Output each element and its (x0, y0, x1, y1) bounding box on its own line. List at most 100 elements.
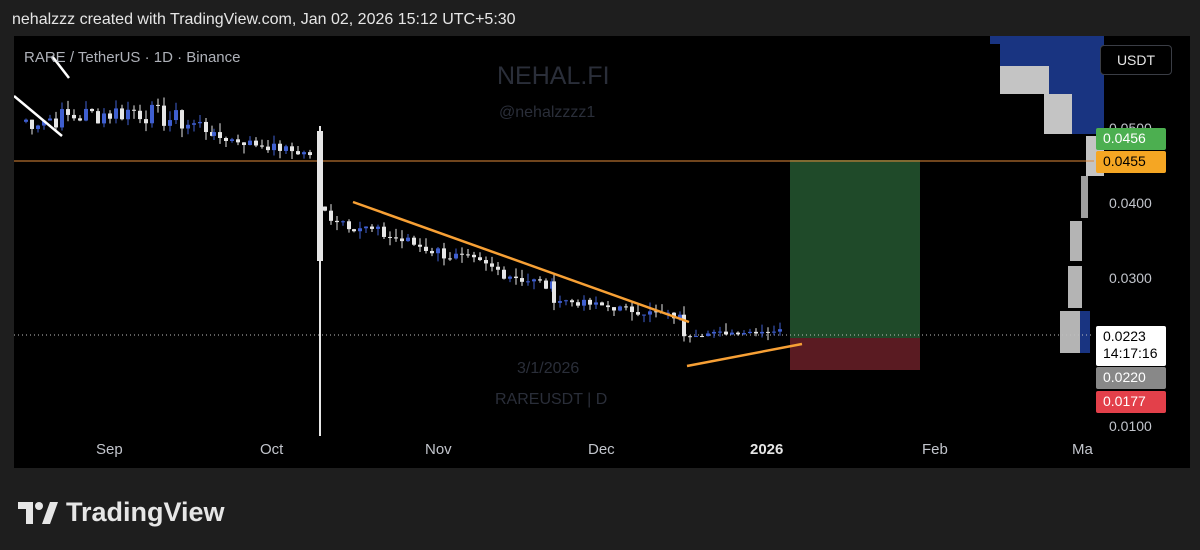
candle-body (180, 110, 184, 129)
candle-body (84, 108, 88, 121)
chart-canvas[interactable] (14, 36, 1190, 468)
candle-body (520, 278, 524, 282)
candle-body (48, 118, 52, 121)
volume-profile-bar (1000, 66, 1049, 94)
candle-body (329, 210, 333, 221)
candle-body (156, 104, 160, 106)
candle-body (478, 257, 482, 261)
candle-body (370, 226, 374, 229)
candle-body (72, 114, 76, 119)
candle-body (272, 143, 276, 151)
candle-body (102, 113, 106, 124)
candle-body (168, 120, 172, 126)
tradingview-logo[interactable]: TradingView (18, 497, 225, 528)
volume-profile-bar (1070, 221, 1082, 261)
price-chart[interactable]: RARE / TetherUS · 1D · Binance NEHAL.FI … (14, 36, 1190, 468)
candle-body (430, 250, 434, 254)
last-price-value: 0.0223 (1103, 328, 1146, 344)
x-label-sep: Sep (96, 441, 123, 458)
currency-button[interactable]: USDT (1100, 45, 1172, 75)
candle-body (278, 143, 282, 151)
candle-body (508, 276, 512, 279)
candle-body (388, 236, 392, 238)
candle-body (682, 314, 686, 337)
candle-body (212, 132, 216, 136)
candle-body (364, 226, 368, 229)
candle-body (376, 226, 380, 229)
symbol-title[interactable]: RARE / TetherUS · 1D · Binance (24, 49, 241, 66)
candle-body (570, 300, 574, 303)
candle-body (612, 307, 616, 311)
volume-profile-bar (1060, 311, 1080, 353)
watermark-symbol: RAREUSDT | D (495, 391, 608, 408)
candle-body (564, 300, 568, 302)
candle-body (544, 280, 548, 289)
volume-profile-bar (1081, 176, 1088, 218)
candle-body (606, 305, 610, 308)
candle-body (192, 123, 196, 125)
last-price-tag: 0.0223 14:17:16 (1096, 326, 1166, 366)
candle-body (552, 281, 556, 303)
candle-body (654, 311, 658, 313)
volume-profile-bar (1000, 44, 1104, 66)
candle-body (778, 329, 782, 332)
candle-body (66, 109, 70, 115)
candle-body (642, 314, 646, 316)
candle-body (532, 279, 536, 282)
candle-body (688, 336, 692, 338)
candle-body (144, 119, 148, 124)
candle-body (218, 132, 222, 138)
candle-body (248, 140, 252, 146)
candle-body (484, 260, 488, 264)
candle-body (96, 111, 100, 124)
candle-body (600, 302, 604, 306)
candle-body (460, 253, 464, 255)
candle-body (558, 301, 562, 303)
candle-body (254, 140, 258, 146)
x-label-oct: Oct (260, 441, 284, 458)
candle-body (618, 306, 622, 311)
candle-body (588, 299, 592, 305)
candle-body (766, 331, 770, 333)
candle-body (382, 226, 386, 237)
watermark-brand: NEHAL.FI (497, 62, 610, 90)
candle-body (436, 248, 440, 254)
candle-body (24, 119, 28, 122)
candle-body (42, 120, 46, 126)
candle-body (582, 299, 586, 306)
candle-body (636, 312, 640, 315)
candle-body (496, 266, 500, 270)
candle-body (54, 118, 58, 128)
candle-body (230, 139, 234, 141)
candle-body (132, 109, 136, 111)
candle-body (260, 145, 264, 147)
candle-body (186, 124, 190, 129)
watermark-date: 3/1/2026 (517, 360, 580, 377)
y-label-0400: 0.0400 (1109, 195, 1152, 211)
x-label-nov: Nov (425, 441, 452, 458)
candle-body (472, 254, 476, 258)
candle-body (538, 279, 542, 281)
x-label-2026: 2026 (750, 441, 784, 458)
candle-body (358, 228, 362, 232)
x-label-mar: Ma (1072, 441, 1093, 458)
y-label-0300: 0.0300 (1109, 270, 1152, 286)
candle-body (442, 248, 446, 259)
candle-body (466, 254, 470, 256)
candle-body (138, 110, 142, 120)
candle-body (400, 238, 404, 242)
candle-body (630, 306, 634, 313)
candle-body (448, 258, 452, 260)
candle-body (204, 121, 208, 133)
candle-body (412, 237, 416, 245)
candle-body (730, 332, 734, 335)
candle-body (126, 109, 130, 120)
entry-price-tag: 0.0220 (1096, 367, 1166, 389)
white-trendline (14, 95, 63, 137)
candle-body (648, 311, 652, 315)
candle-body (60, 109, 64, 128)
candle-body (678, 314, 682, 319)
candle-body (490, 263, 494, 267)
crash-candle-body (317, 131, 323, 261)
candle-body (114, 108, 118, 119)
